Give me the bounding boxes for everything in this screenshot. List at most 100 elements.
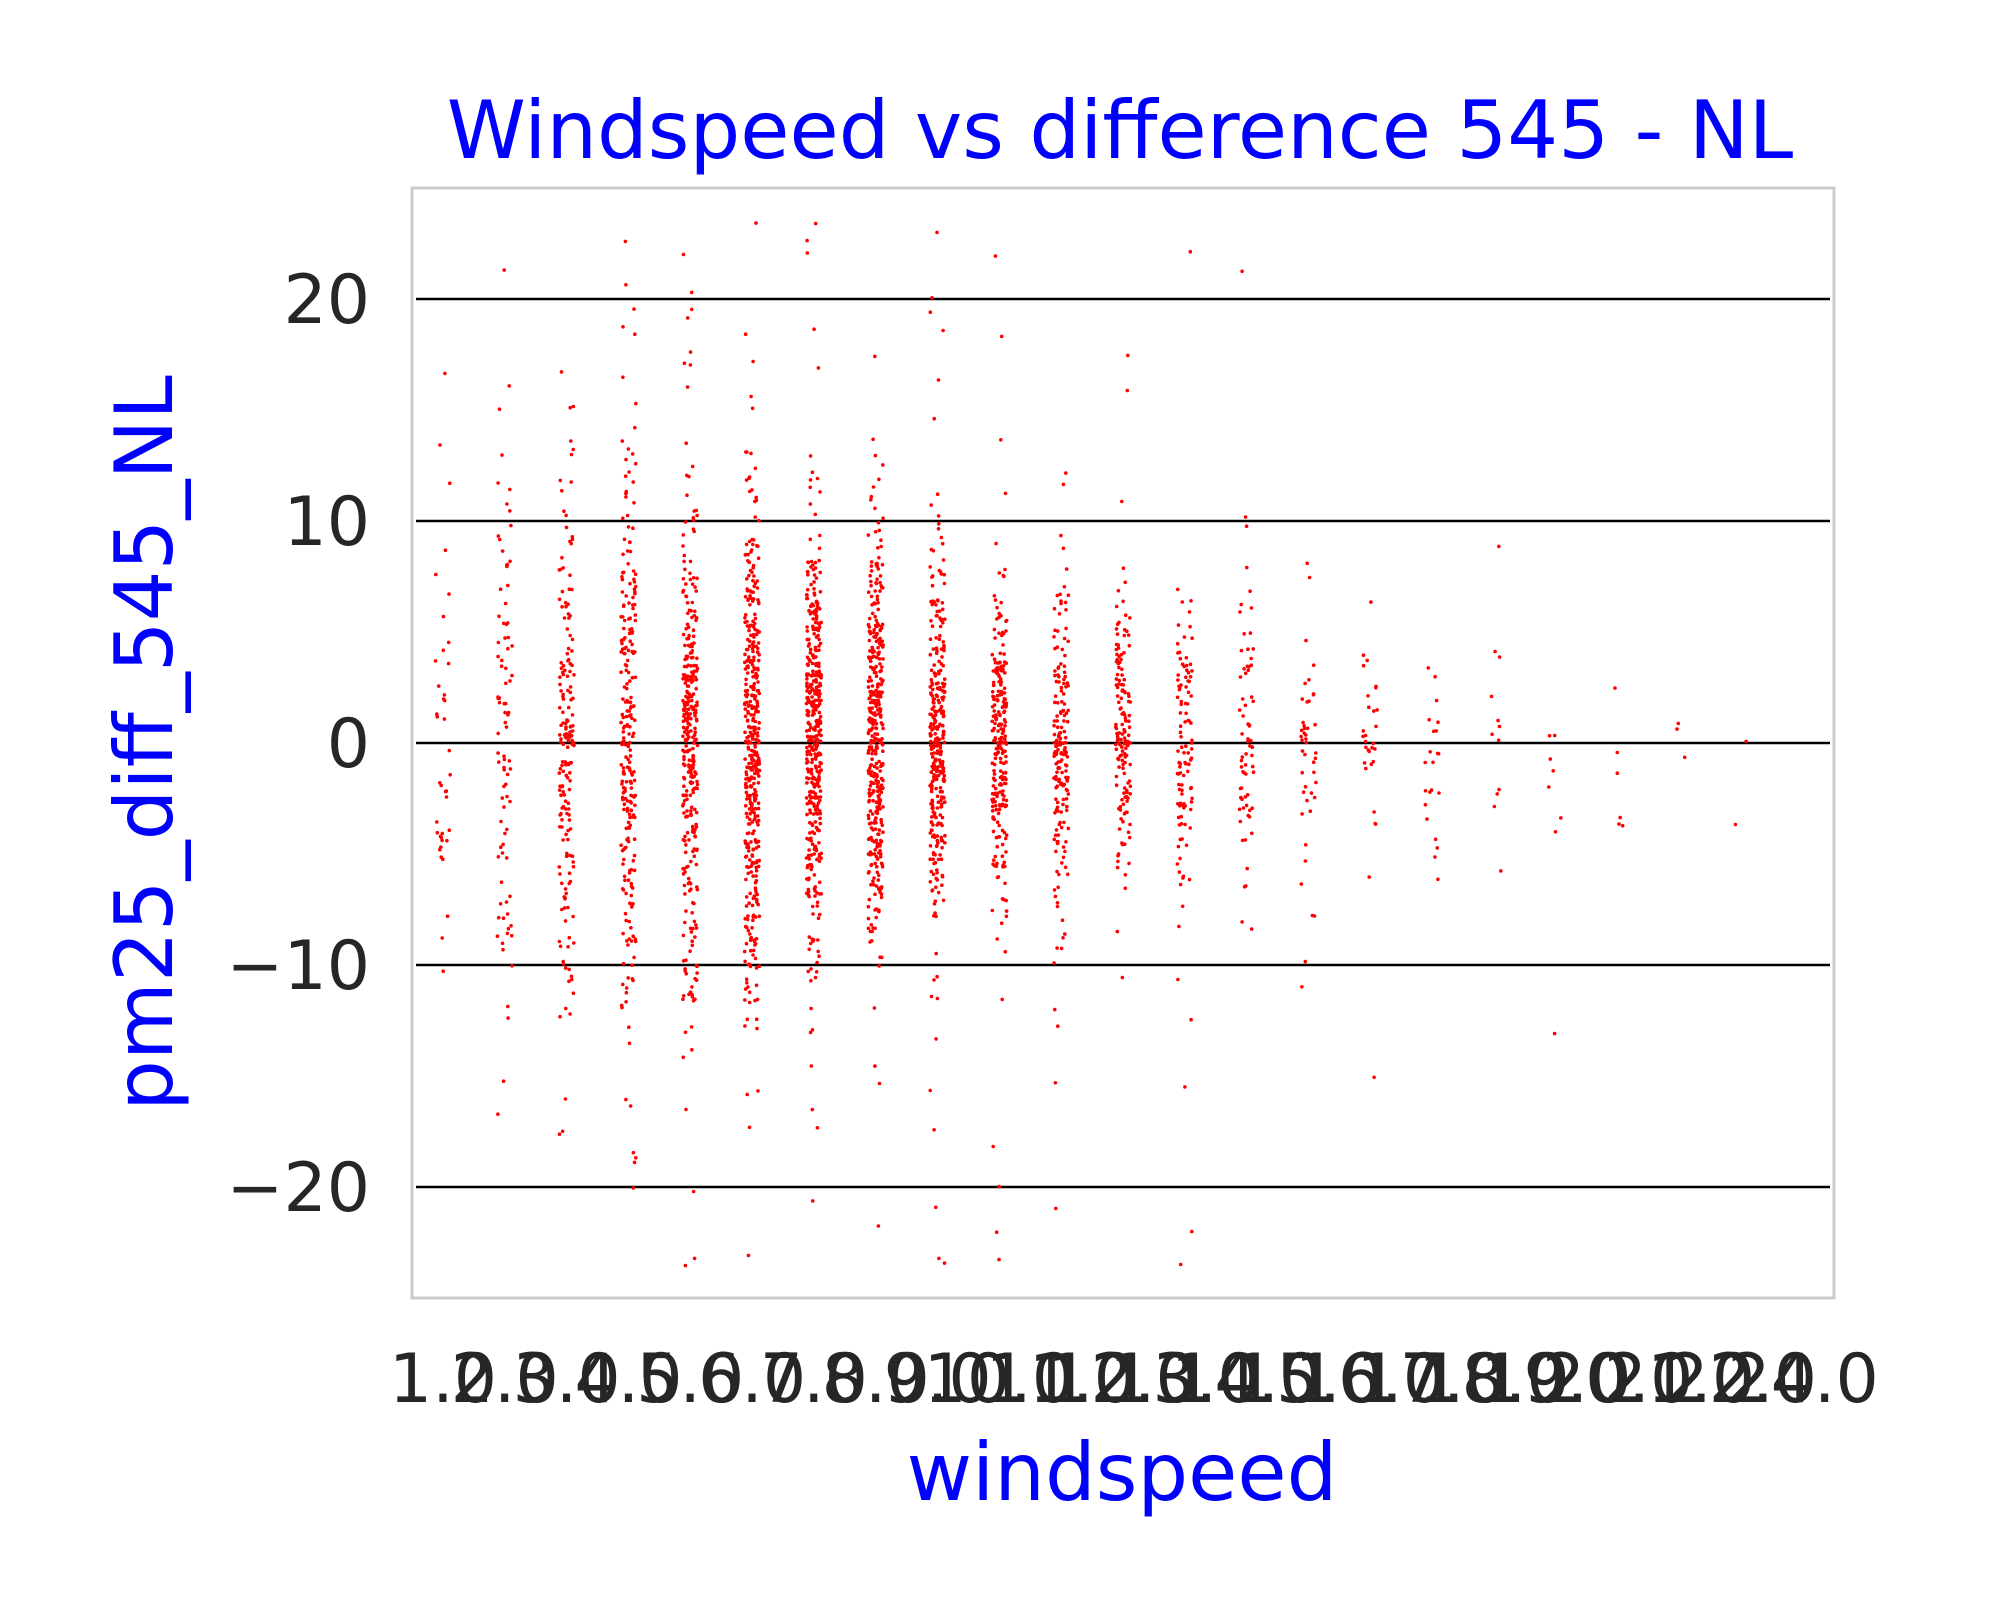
data-point bbox=[814, 600, 819, 605]
data-point bbox=[443, 789, 448, 794]
data-point bbox=[817, 784, 821, 789]
data-point bbox=[689, 859, 693, 864]
data-point bbox=[933, 899, 938, 903]
data-point bbox=[684, 582, 688, 586]
data-point bbox=[876, 878, 881, 882]
data-point bbox=[624, 714, 629, 719]
data-point bbox=[557, 597, 562, 602]
data-point bbox=[1122, 651, 1126, 655]
data-point bbox=[1499, 869, 1503, 873]
data-point bbox=[937, 671, 941, 676]
data-point bbox=[871, 798, 875, 803]
data-point bbox=[1052, 719, 1057, 723]
data-point bbox=[1120, 841, 1124, 845]
data-point bbox=[812, 831, 817, 836]
data-point bbox=[933, 726, 938, 730]
data-point bbox=[992, 762, 997, 767]
data-point bbox=[817, 892, 822, 896]
data-point bbox=[1177, 924, 1181, 929]
data-point bbox=[998, 756, 1003, 761]
data-point bbox=[938, 624, 943, 629]
data-point bbox=[992, 594, 997, 598]
data-point bbox=[692, 740, 696, 744]
data-point bbox=[693, 834, 697, 838]
data-point bbox=[935, 609, 939, 614]
data-point bbox=[690, 775, 695, 779]
data-point bbox=[935, 230, 939, 235]
data-point bbox=[751, 953, 755, 957]
data-point bbox=[624, 918, 628, 923]
data-point bbox=[1370, 746, 1374, 750]
data-point bbox=[627, 765, 631, 770]
data-point bbox=[1064, 567, 1069, 571]
data-point bbox=[818, 641, 823, 646]
data-point bbox=[818, 570, 822, 575]
data-point bbox=[508, 767, 513, 771]
data-point bbox=[874, 618, 879, 623]
data-point bbox=[932, 773, 936, 777]
data-point bbox=[817, 859, 822, 864]
data-point bbox=[619, 843, 623, 847]
data-point bbox=[1004, 914, 1009, 919]
data-point bbox=[694, 772, 698, 776]
data-point bbox=[1053, 694, 1058, 698]
data-point bbox=[814, 617, 819, 621]
data-point bbox=[623, 636, 627, 640]
data-point bbox=[881, 657, 885, 661]
data-point bbox=[1250, 831, 1254, 836]
data-point bbox=[812, 587, 816, 591]
data-point bbox=[1243, 703, 1248, 708]
data-point bbox=[681, 872, 686, 876]
data-point bbox=[808, 801, 813, 805]
data-point bbox=[448, 481, 452, 486]
data-point bbox=[1000, 630, 1005, 635]
data-point bbox=[691, 766, 695, 770]
data-point bbox=[873, 614, 877, 619]
data-point bbox=[694, 589, 698, 593]
data-point bbox=[508, 799, 512, 804]
data-point bbox=[933, 732, 937, 736]
data-point bbox=[564, 513, 568, 518]
data-point bbox=[754, 495, 758, 500]
data-point bbox=[745, 793, 750, 798]
x-tick-label: 9.0 bbox=[883, 1340, 991, 1419]
data-point bbox=[625, 682, 629, 686]
data-point bbox=[572, 673, 576, 677]
data-point bbox=[750, 757, 754, 762]
data-point bbox=[879, 677, 883, 681]
data-point bbox=[624, 645, 628, 650]
data-point bbox=[1183, 760, 1187, 765]
data-point bbox=[875, 845, 879, 849]
data-point bbox=[1303, 959, 1308, 964]
data-point bbox=[1239, 648, 1244, 653]
data-point bbox=[756, 801, 761, 805]
data-point bbox=[943, 841, 947, 845]
data-point bbox=[1053, 811, 1057, 815]
data-point bbox=[685, 684, 690, 688]
data-point bbox=[1617, 822, 1621, 826]
data-point bbox=[941, 729, 946, 734]
data-point bbox=[1059, 685, 1064, 690]
data-point bbox=[631, 480, 635, 484]
data-point bbox=[810, 842, 815, 846]
data-point bbox=[688, 559, 693, 564]
data-point bbox=[815, 827, 820, 832]
data-point bbox=[1186, 718, 1190, 723]
data-point bbox=[504, 725, 509, 729]
data-point bbox=[943, 800, 947, 804]
data-point bbox=[754, 983, 759, 988]
data-point bbox=[1060, 861, 1064, 865]
data-point bbox=[567, 813, 571, 817]
data-point bbox=[1182, 664, 1186, 669]
data-point bbox=[1497, 724, 1502, 729]
data-point bbox=[1182, 806, 1186, 810]
data-point bbox=[873, 1064, 877, 1068]
data-point bbox=[685, 809, 689, 813]
data-point bbox=[624, 668, 629, 673]
data-point bbox=[869, 579, 873, 584]
data-point bbox=[1063, 849, 1067, 854]
data-point bbox=[747, 724, 751, 729]
data-point bbox=[932, 740, 936, 745]
data-point bbox=[743, 855, 748, 859]
